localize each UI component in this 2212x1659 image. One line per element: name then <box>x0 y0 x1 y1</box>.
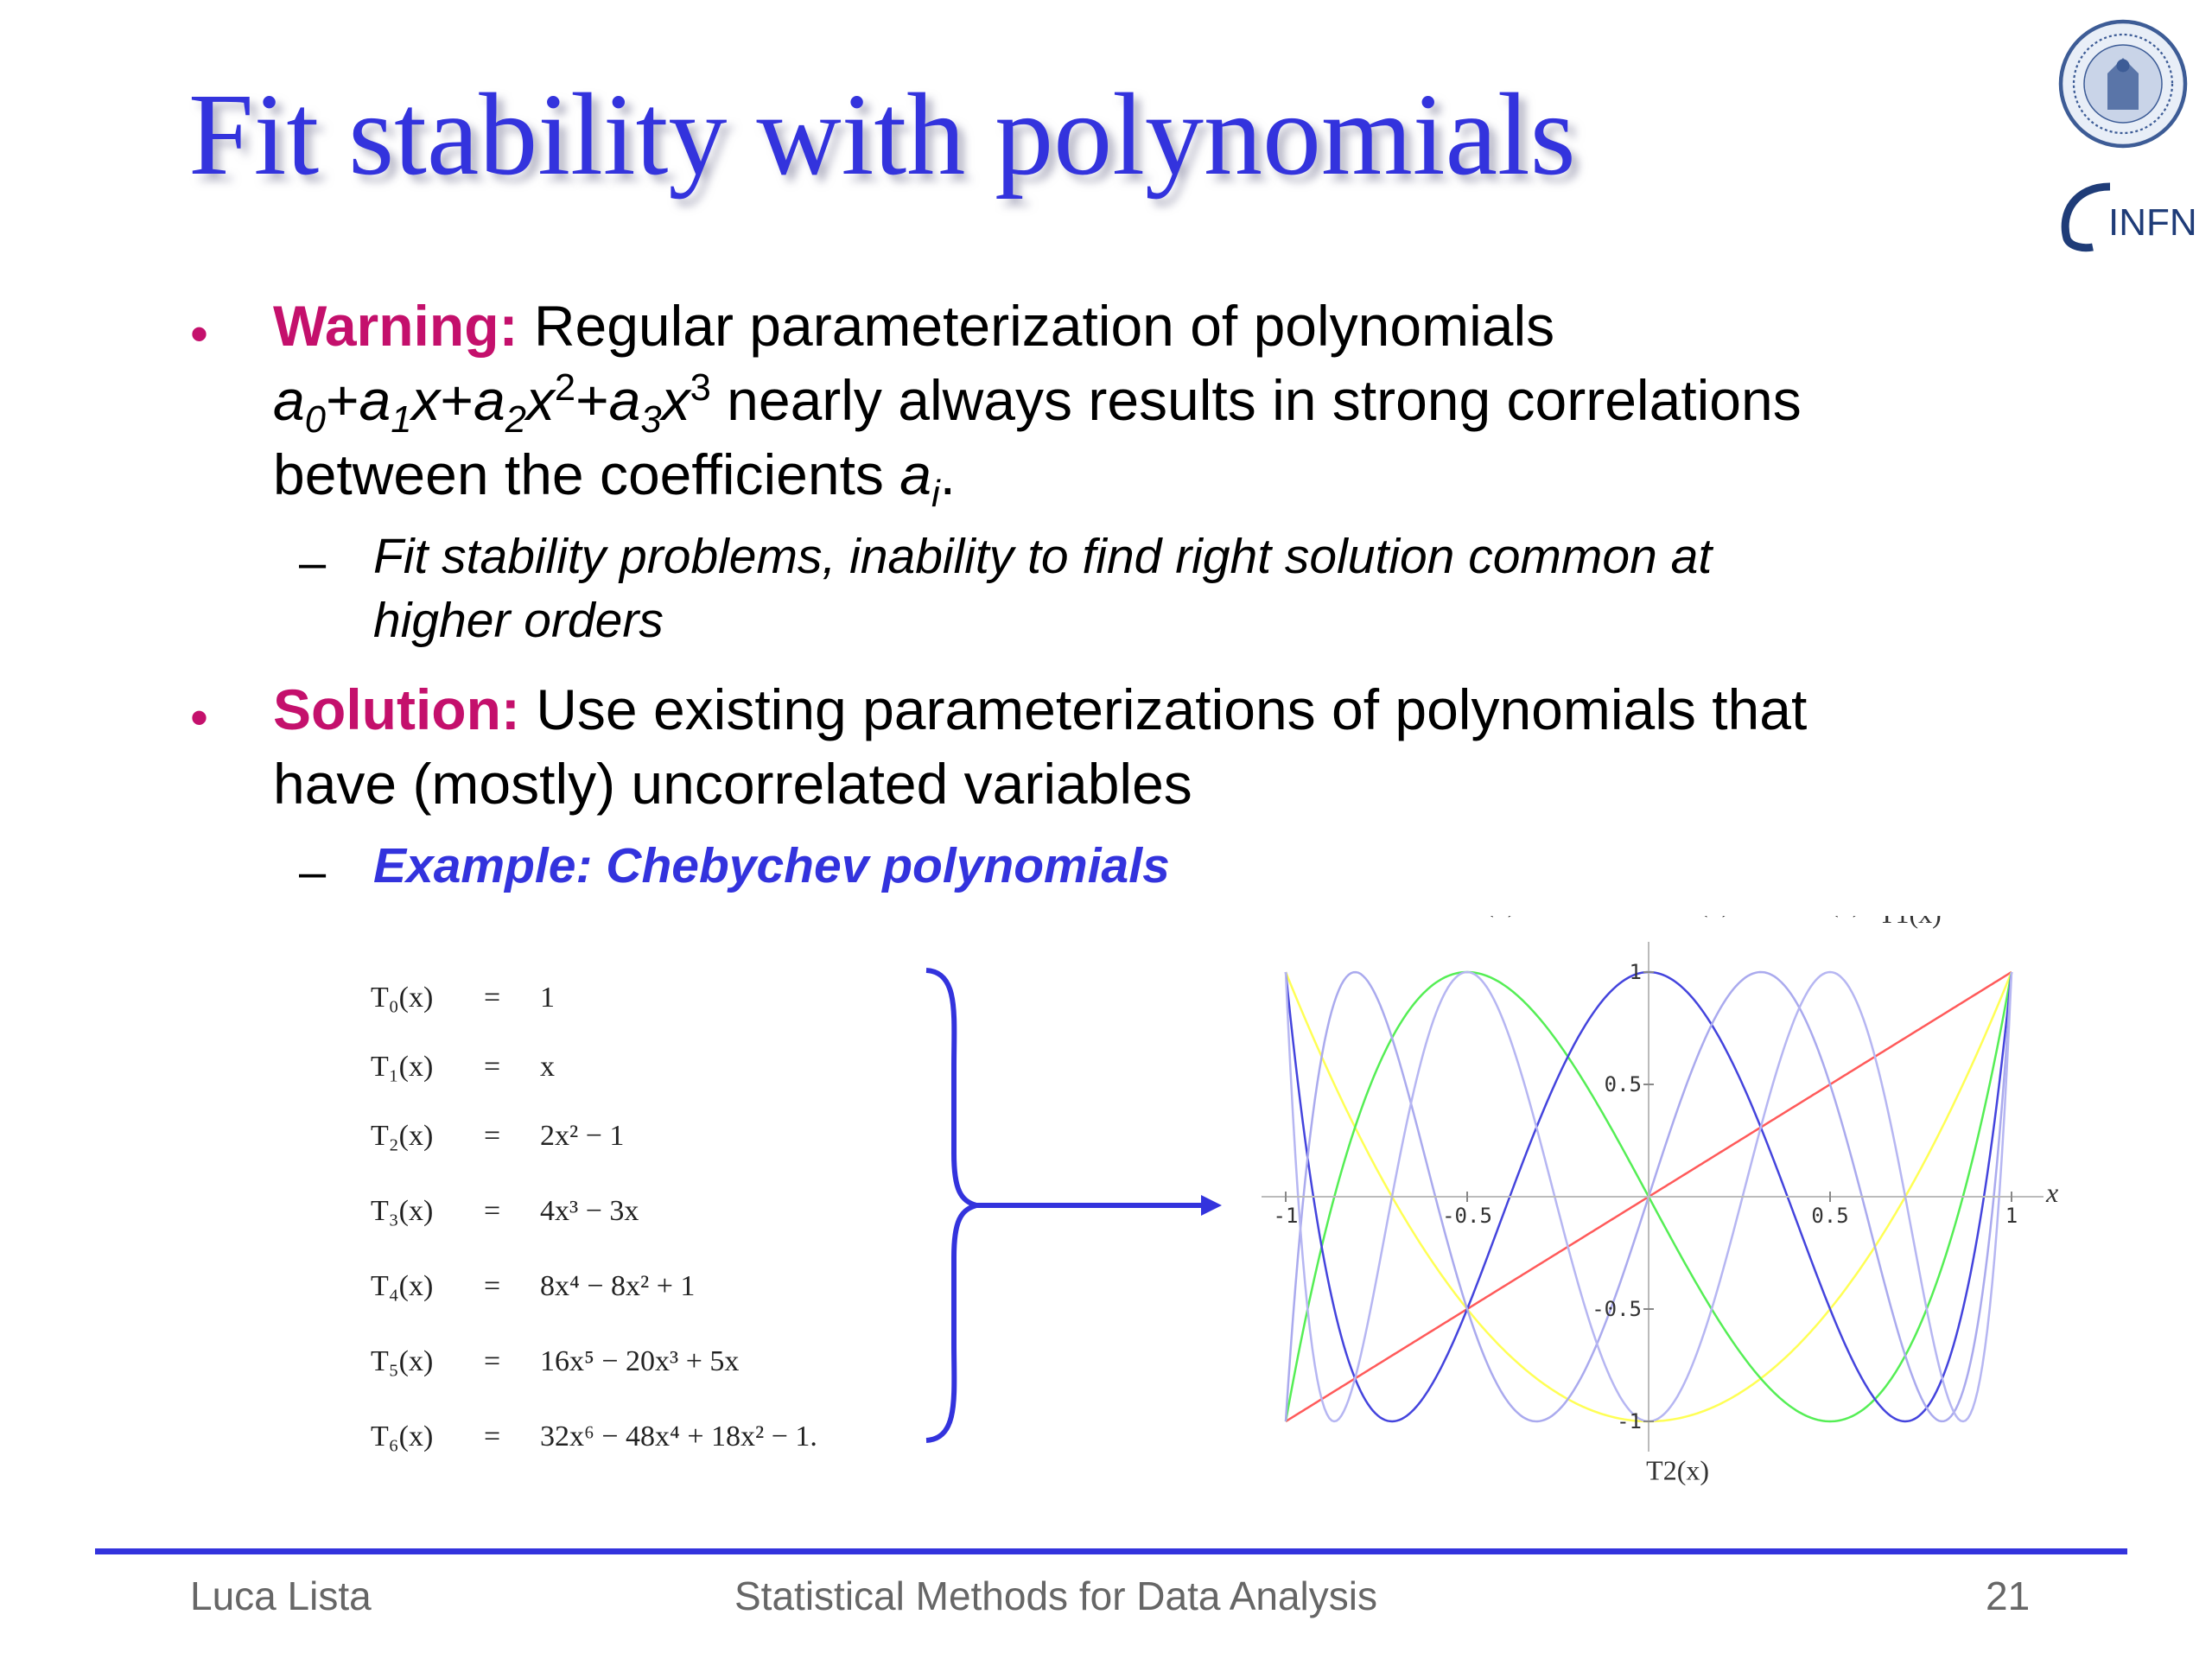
equation-equals: = <box>484 1195 501 1227</box>
y-tick-label: 0.5 <box>1605 1072 1642 1096</box>
equation-row: T₆(x) = 32x⁶ − 48x⁴ + 18x² − 1. <box>363 1421 916 1462</box>
equation-equals: = <box>484 1270 501 1302</box>
solution-line-1: Solution: Use existing parameterizations… <box>273 681 1807 738</box>
equation-lhs: T₃(x) <box>371 1195 434 1227</box>
equation-row: T₂(x) = 2x² − 1 <box>363 1120 916 1161</box>
solution-text-1: Use existing parameterizations of polyno… <box>519 677 1808 741</box>
warning-text-2: nearly always results in strong correlat… <box>710 368 1802 432</box>
footer-page-number: 21 <box>1986 1573 2031 1618</box>
x-tick-label: 0.5 <box>1811 1204 1848 1228</box>
warning-text-3: between the coefficients <box>273 442 900 506</box>
equation-lhs: T₀(x) <box>371 982 434 1014</box>
equation-rhs: 1 <box>540 982 555 1014</box>
warning-line-1: Warning: Regular parameterization of pol… <box>273 297 1554 354</box>
chebyshev-chart: -1 -0.5 0.5 1 1 0.5 -0.5 -1 x T1(x) T2(x) T3(x) T4(… <box>1262 916 2059 1486</box>
series-annotation: T2(x) <box>1646 1455 1709 1486</box>
bullet-dot: • <box>190 305 209 363</box>
equation-rhs: x <box>540 1051 555 1083</box>
chart-ticks: -1 -0.5 0.5 1 1 0.5 -0.5 -1 <box>1274 960 2018 1433</box>
equation-rhs: 16x⁵ − 20x³ + 5x <box>540 1345 740 1377</box>
series-annotation: T4(x) <box>1668 916 1731 918</box>
arrow-head <box>1201 1195 1222 1216</box>
equation-row: T₅(x) = 16x⁵ − 20x³ + 5x <box>363 1345 916 1387</box>
equation-equals: = <box>484 1345 501 1377</box>
y-tick-label: -0.5 <box>1592 1297 1642 1321</box>
brace-arrow-connector <box>925 968 1222 1443</box>
warning-sub-line-1: Fit stability problems, inability to fin… <box>373 529 1713 584</box>
equation-lhs: T₆(x) <box>371 1421 434 1452</box>
footer-divider <box>95 1548 2127 1554</box>
warning-keyword: Warning: <box>273 294 518 358</box>
footer-course: Statistical Methods for Data Analysis <box>734 1573 1377 1618</box>
x-tick-label: 1 <box>2005 1204 2018 1228</box>
sub-bullet-dash: – <box>299 844 327 899</box>
x-tick-label: -1 <box>1274 1204 1299 1228</box>
warning-line-3: between the coefficients ai. <box>273 442 957 516</box>
y-tick-label: 1 <box>1630 960 1642 984</box>
equation-lhs: T₅(x) <box>371 1345 434 1377</box>
infn-logo: INFN <box>2061 182 2197 252</box>
y-tick-label: -1 <box>1617 1409 1642 1433</box>
infn-logo-text: INFN <box>2108 201 2197 244</box>
equation-equals: = <box>484 982 501 1014</box>
polynomial-formula: a0+a1x+a2x2+a3x3 <box>273 367 711 442</box>
sub-bullet-dash: – <box>299 535 327 589</box>
equation-lhs: T₁(x) <box>371 1051 434 1083</box>
footer-author: Luca Lista <box>190 1573 372 1618</box>
equation-lhs: T₄(x) <box>371 1270 434 1302</box>
series-annotation: T5(x) <box>1799 916 1862 918</box>
university-seal-logo <box>2058 19 2188 149</box>
x-tick-label: -0.5 <box>1442 1204 1492 1228</box>
chart-labels: x T1(x) T2(x) T3(x) T4(x) T5(x) <box>1454 916 2059 1486</box>
warning-line-2: a0+a1x+a2x2+a3x3 nearly always results i… <box>273 369 1802 439</box>
equation-equals: = <box>484 1120 501 1152</box>
equation-row: T₀(x) = 1 <box>363 982 916 1023</box>
warning-sub-line-2: higher orders <box>373 593 664 648</box>
right-brace <box>925 968 987 1443</box>
warning-text-1: Regular parameterization of polynomials <box>518 294 1555 358</box>
series-annotation: T1(x) <box>1878 916 1942 929</box>
solution-keyword: Solution: <box>273 677 520 741</box>
equation-lhs: T₂(x) <box>371 1120 434 1152</box>
chart-axes <box>1262 942 2044 1452</box>
equation-equals: = <box>484 1051 501 1083</box>
equation-rhs: 32x⁶ − 48x⁴ + 18x² − 1. <box>540 1421 817 1452</box>
equation-row: T₃(x) = 4x³ − 3x <box>363 1195 916 1236</box>
equation-rhs: 2x² − 1 <box>540 1120 625 1152</box>
series-annotation: T3(x) <box>1454 916 1517 918</box>
slide-title: Fit stability with polynomials <box>188 70 1576 200</box>
solution-line-2: have (mostly) uncorrelated variables <box>273 752 1192 816</box>
equation-row: T₄(x) = 8x⁴ − 8x² + 1 <box>363 1270 916 1312</box>
chebyshev-equations: T₀(x) = 1 T₁(x) = x T₂(x) = 2x² − 1 T₃(x… <box>363 968 916 1486</box>
equation-row: T₁(x) = x <box>363 1051 916 1092</box>
equation-rhs: 8x⁴ − 8x² + 1 <box>540 1270 696 1302</box>
equation-equals: = <box>484 1421 501 1452</box>
bullet-dot: • <box>190 689 209 747</box>
example-chebychev: Example: Chebychev polynomials <box>373 838 1170 893</box>
x-axis-label: x <box>2045 1177 2058 1208</box>
equation-rhs: 4x³ − 3x <box>540 1195 639 1227</box>
